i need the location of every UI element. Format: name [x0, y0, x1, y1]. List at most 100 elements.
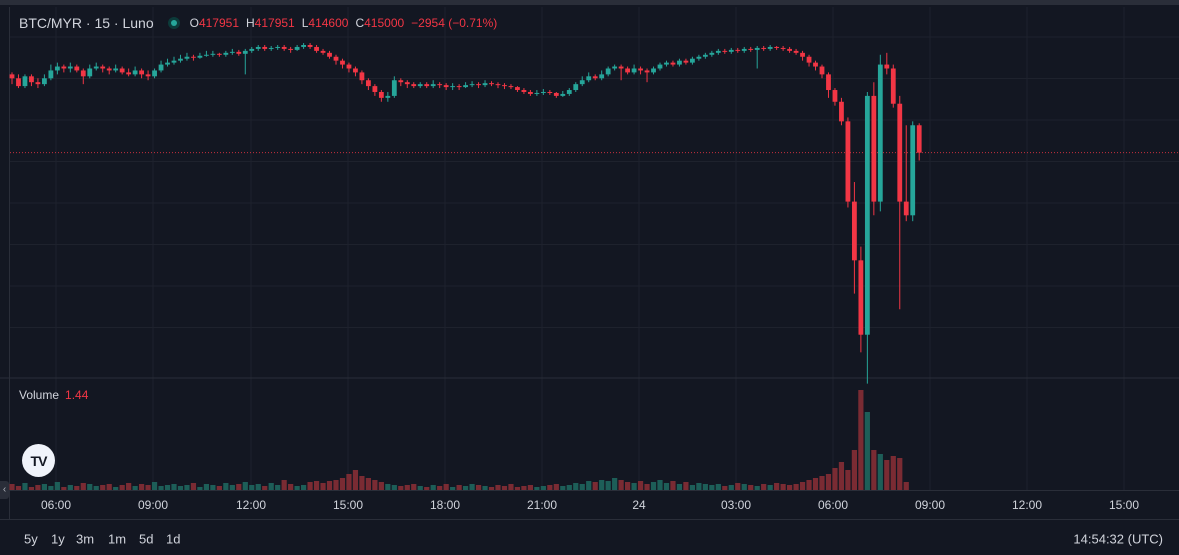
tradingview-logo-icon[interactable]: TV [22, 444, 55, 477]
candle-body [93, 66, 99, 69]
range-5d-button[interactable]: 5d [139, 531, 154, 547]
candle-body [35, 82, 41, 85]
candle-body [631, 68, 637, 73]
volume-bar [689, 485, 695, 490]
volume-bar [339, 478, 346, 490]
candle-body [735, 49, 741, 51]
candle-body [113, 68, 119, 71]
volume-bar [774, 483, 780, 490]
volume-bar [67, 485, 73, 490]
volume-bar [80, 483, 86, 490]
volume-bar [268, 483, 274, 490]
candle-body [586, 76, 592, 81]
range-1d-button[interactable]: 1d [166, 531, 181, 547]
candle-body [858, 260, 864, 335]
volume-bar [650, 482, 657, 490]
volume-bar [203, 484, 209, 490]
range-1y-button[interactable]: 1y [51, 531, 65, 547]
range-3m-button[interactable]: 3m [76, 531, 95, 547]
volume-bar [48, 486, 54, 490]
volume-bar [469, 484, 475, 490]
volume-bar [864, 412, 870, 490]
volume-bar [903, 482, 909, 490]
candle-body [333, 56, 339, 61]
candle-body [417, 84, 423, 87]
candle-body [22, 76, 28, 87]
candle-body [275, 46, 281, 48]
volume-value: 1.44 [65, 388, 89, 402]
volume-bar [819, 476, 825, 490]
volume-bar [424, 487, 430, 490]
candle-body [236, 51, 242, 54]
volume-bar [858, 390, 864, 490]
market-status-icon[interactable] [167, 17, 180, 29]
candle-body [482, 83, 488, 86]
volume-bar [229, 485, 235, 490]
top-border [0, 0, 1179, 5]
candle-body [748, 48, 754, 50]
candle-body [294, 46, 300, 50]
volume-bar [41, 484, 47, 490]
candle-body [508, 86, 514, 88]
volume-bar [676, 484, 683, 490]
candle-body [216, 53, 222, 55]
range-5y-button[interactable]: 5y [24, 531, 38, 547]
utc-clock[interactable]: 14:54:32 (UTC) [1073, 531, 1163, 547]
x-tick-label: 12:00 [1012, 498, 1042, 512]
volume-bar [657, 480, 663, 490]
candle-body [314, 46, 319, 51]
volume-bar [132, 486, 138, 490]
volume-bar [288, 484, 294, 490]
candle-body [664, 62, 669, 65]
candle-body [327, 52, 332, 57]
candle-body [826, 74, 831, 91]
candle-body [16, 78, 21, 87]
volume-bar [890, 456, 896, 490]
volume-bar [540, 486, 546, 490]
candle-body [489, 83, 494, 85]
candle-body [242, 50, 248, 54]
volume-bar [450, 487, 456, 490]
volume-bar [151, 482, 158, 490]
candle-body [158, 64, 164, 71]
x-tick-label: 09:00 [138, 498, 168, 512]
symbol-title[interactable]: BTC/MYR · 15 · Luno [19, 15, 154, 31]
volume-bar [683, 482, 689, 490]
candle-body [864, 95, 870, 335]
candle-body [793, 50, 799, 53]
candle-body [903, 201, 909, 216]
volume-bar [553, 484, 559, 490]
volume-bar [787, 485, 793, 490]
candle-body [495, 84, 501, 86]
volume-bar [139, 484, 145, 490]
candle-body [618, 66, 624, 69]
range-1m-button[interactable]: 1m [108, 531, 127, 547]
candle-body [910, 125, 916, 216]
scroll-left-icon[interactable]: ‹ [0, 481, 9, 499]
volume-bar [605, 481, 611, 490]
candle-body [210, 53, 216, 55]
volume-bar [845, 470, 851, 490]
close-value: 415000 [364, 16, 405, 30]
candle-body [255, 46, 261, 49]
candle-body [398, 80, 404, 83]
candle-body [774, 46, 780, 48]
candle-body [404, 82, 410, 85]
volume-bar [443, 484, 449, 490]
candle-body [9, 74, 15, 79]
candle-body [553, 92, 559, 96]
volume-bar [100, 485, 106, 490]
volume-bar [294, 486, 300, 490]
volume-bar [119, 485, 125, 490]
candle-body [307, 45, 313, 47]
volume-bar [113, 487, 119, 490]
volume-bar [508, 484, 514, 490]
volume-bar [599, 480, 605, 490]
volume-bar [663, 483, 670, 490]
volume-bar [482, 486, 488, 490]
candle-body [61, 66, 67, 69]
candle-body [566, 90, 572, 94]
candle-body [54, 66, 60, 71]
candle-body [152, 70, 157, 77]
